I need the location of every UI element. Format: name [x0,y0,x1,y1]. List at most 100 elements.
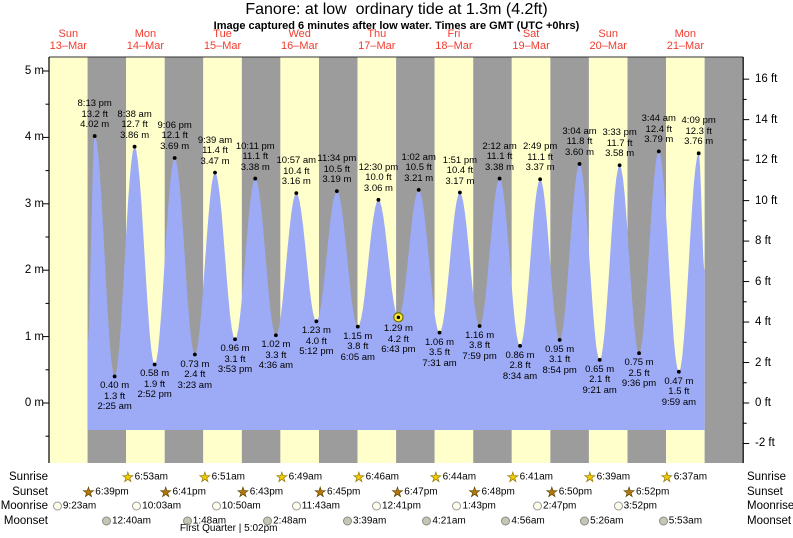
sunset-item: ★ 6:47pm [391,484,437,499]
day-label: Wed 16–Mar [281,28,319,52]
sunrise-star-icon: ★ [584,469,596,485]
sunrise-time: 6:39am [596,471,631,483]
sunset-time: 6:48pm [481,486,515,497]
high-tide-annotation: 8:13 pm 13.2 ft 4.02 m [77,98,112,131]
moonset-circle-icon [182,516,192,525]
high-tide-annotation: 1:51 pm 10.4 ft 3.17 m [442,154,478,187]
sunset-item: ★ 6:52pm [623,484,669,499]
moonrise-circle-icon [613,501,623,511]
sunset-star-icon: ★ [237,484,249,499]
low-tide-dot [676,369,681,374]
sunset-star-icon: ★ [391,484,404,499]
day-label: Tue 15–Mar [203,28,242,52]
low-tide-dot [597,357,602,362]
low-tide-annotation: 0.73 m 2.4 ft 3:23 am [177,358,213,391]
moonset-item: 4:56am [501,515,545,526]
moonset-time: 2:48am [273,515,307,526]
sunrise-item: ★ 6:51am [199,470,245,484]
high-tide-dot [538,177,543,182]
high-tide-dot [172,156,177,160]
high-tide-dot [132,144,137,149]
moonset-time: 3:39am [352,515,387,526]
high-tide-annotation: 2:12 am 11.1 ft 3.38 m [482,140,517,173]
sunrise-star-icon: ★ [661,469,673,485]
sunrise-star-icon: ★ [506,469,519,485]
day-label: Mon 14–Mar [126,28,165,52]
moonrise-item: 12:41pm [372,501,421,512]
sunset-time: 6:43pm [249,486,284,497]
left-axis-label: 2 m [24,264,44,277]
moonset-item: 5:26am [580,515,623,526]
low-tide-annotation: 0.65 m 2.1 ft 9:21 am [582,363,617,396]
sunrise-item: ★ 6:41am [506,469,553,485]
moonset-item: 3:39am [342,515,387,526]
sunrise-time: 6:44am [442,471,477,483]
moonrise-circle-icon [52,501,62,511]
low-tide-dot [112,374,117,379]
sunrise-time: 6:49am [288,471,323,483]
right-axis-label: 0 ft [755,397,771,409]
moonset-item: 1:48am [182,515,226,526]
high-tide-dot [617,163,622,168]
current-time-marker-dot [396,315,401,320]
astro-row-label-left-moonset: Moonset [3,514,48,527]
sunset-item: ★ 6:43pm [237,484,284,499]
moonrise-time: 10:03am [142,500,182,512]
left-axis-label: 4 m [24,131,44,144]
moonset-time: 12:40am [111,515,151,526]
low-tide-annotation: 0.58 m 1.9 ft 2:52 pm [137,368,172,401]
sunrise-time: 6:37am [673,471,708,483]
sunset-item: ★ 6:41pm [159,484,206,499]
sunset-time: 6:50pm [558,486,593,497]
moonrise-time: 11:43am [301,500,340,512]
day-label: Sun 20–Mar [589,28,627,52]
moonset-circle-icon [580,516,590,525]
high-tide-dot [497,176,502,181]
high-tide-dot [213,170,217,175]
high-tide-annotation: 3:04 am 11.8 ft 3.60 m [562,125,597,158]
moonrise-circle-icon [372,501,381,511]
high-tide-annotation: 3:44 am 12.4 ft 3.79 m [641,113,676,146]
sunrise-time: 6:41am [519,471,553,483]
high-tide-dot [457,190,462,195]
left-axis-label: 1 m [24,330,44,343]
sunrise-time: 6:46am [365,471,399,483]
moonrise-time: 9:23am [62,500,97,512]
moonset-item: 4:21am [422,515,466,526]
moonset-item: 12:40am [101,515,151,526]
moonrise-circle-icon [533,501,543,511]
astro-row-label-right-moonset: Moonset [747,514,792,527]
right-axis-label: 16 ft [755,73,778,86]
low-tide-annotation: 1.02 m 3.3 ft 4:36 am [258,339,294,372]
sunset-star-icon: ★ [623,484,635,499]
sunrise-star-icon: ★ [352,469,365,485]
sunset-star-icon: ★ [159,484,172,499]
moonset-time: 5:26am [590,515,624,526]
sunrise-item: ★ 6:39am [584,469,631,485]
high-tide-annotation: 10:57 am 10.4 ft 3.16 m [276,155,317,188]
low-tide-dot [152,362,157,367]
moonrise-time: 1:43pm [462,500,496,512]
low-tide-dot [355,324,360,329]
moonset-item: 5:53am [658,515,702,526]
astro-row-label-left-moonrise: Moonrise [0,500,48,512]
astro-row-label-left-sunrise: Sunrise [9,471,48,483]
left-axis-label: 3 m [24,197,44,210]
low-tide-dot [518,343,522,348]
right-axis-label: 2 ft [755,356,771,369]
high-tide-dot [416,187,421,192]
moonrise-item: 10:03am [132,501,181,512]
astro-row-label-right-moonrise: Moonrise [747,500,793,512]
astro-row-label-left-sunset: Sunset [12,485,48,498]
high-tide-annotation: 3:33 pm 11.7 ft 3.58 m [602,127,637,160]
sunrise-item: ★ 6:49am [276,470,323,484]
astro-row-label-right-sunrise: Sunrise [747,471,786,483]
sunset-star-icon: ★ [546,484,558,499]
moonrise-circle-icon [211,501,221,511]
low-tide-annotation: 0.40 m 1.3 ft 2:25 am [97,380,132,413]
high-tide-dot [577,162,582,166]
high-tide-annotation: 8:38 am 12.7 ft 3.86 m [117,108,152,141]
sunset-star-icon: ★ [82,484,95,499]
sunset-time: 6:39pm [95,486,129,497]
high-tide-annotation: 9:06 pm 12.1 ft 3.69 m [157,119,192,152]
